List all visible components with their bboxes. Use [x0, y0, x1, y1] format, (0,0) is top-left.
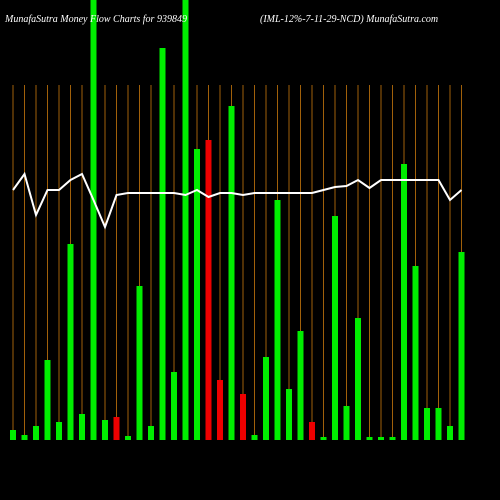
bar: [90, 0, 97, 440]
bar: [378, 437, 384, 440]
bar: [274, 200, 281, 440]
bar: [389, 437, 396, 440]
bar: [251, 435, 258, 440]
bar: [79, 414, 85, 440]
bar: [67, 244, 74, 440]
bar: [401, 164, 407, 440]
bar: [194, 149, 200, 440]
bar: [412, 266, 419, 440]
bar: [320, 437, 327, 440]
bar: [240, 394, 246, 440]
bar: [44, 360, 51, 440]
bar: [10, 430, 16, 440]
bar: [355, 318, 361, 440]
bar: [148, 426, 154, 440]
bar: [447, 426, 453, 440]
line: [12, 171, 463, 230]
bar: [113, 417, 120, 440]
bar: [458, 252, 465, 440]
bar: [343, 406, 350, 440]
bar: [286, 389, 292, 440]
bar: [228, 106, 235, 440]
bar: [125, 436, 131, 440]
bar: [159, 48, 166, 440]
bar: [424, 408, 430, 440]
bar: [21, 435, 28, 440]
bar: [263, 357, 269, 440]
bar: [435, 408, 442, 440]
chart-subtitle: (IML-12%-7-11-29-NCD) MunafaSutra.com: [260, 14, 438, 25]
bar: [309, 422, 315, 440]
bar: [217, 380, 223, 440]
bar: [205, 140, 212, 440]
chart-title: MunafaSutra Money Flow Charts for 939849: [4, 14, 187, 25]
bar: [56, 422, 62, 440]
bar: [366, 437, 373, 440]
bar: [182, 0, 189, 440]
bar: [171, 372, 177, 440]
bar: [33, 426, 39, 440]
bar: [102, 420, 108, 440]
bar: [297, 331, 304, 440]
bar: [332, 216, 338, 440]
plot-area: [10, 0, 465, 440]
bar: [136, 286, 143, 440]
